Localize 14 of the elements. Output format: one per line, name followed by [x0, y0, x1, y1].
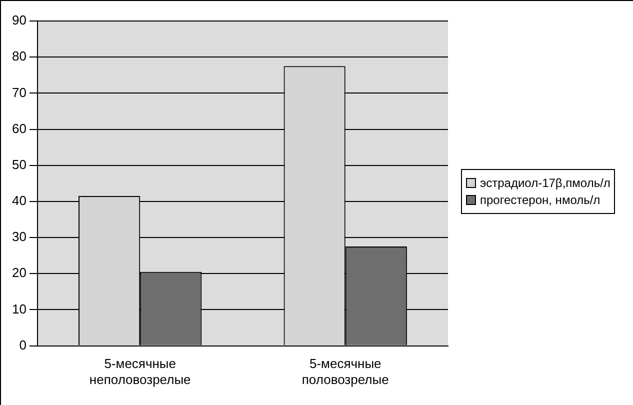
y-tick-label: 80: [12, 48, 26, 64]
y-tick-label: 40: [12, 193, 26, 208]
y-tick-label: 10: [12, 301, 26, 316]
y-tick-label: 70: [12, 84, 26, 100]
y-tick-label: 50: [12, 156, 26, 172]
y-tick-label: 90: [12, 12, 26, 28]
legend-label: прогестерон, нмоль/л: [480, 193, 600, 207]
y-tick-label: 0: [19, 337, 26, 352]
x-tick-label: 5-месячные неполовозрелые: [89, 356, 191, 387]
y-tick-label: 30: [12, 229, 26, 244]
text: эстрадиол-17β,пмоль/л: [480, 176, 610, 190]
y-tick-label: 60: [12, 120, 26, 136]
x-tick-label: 5-месячные половозрелые: [302, 356, 389, 387]
y-tick-label: 20: [12, 265, 26, 280]
